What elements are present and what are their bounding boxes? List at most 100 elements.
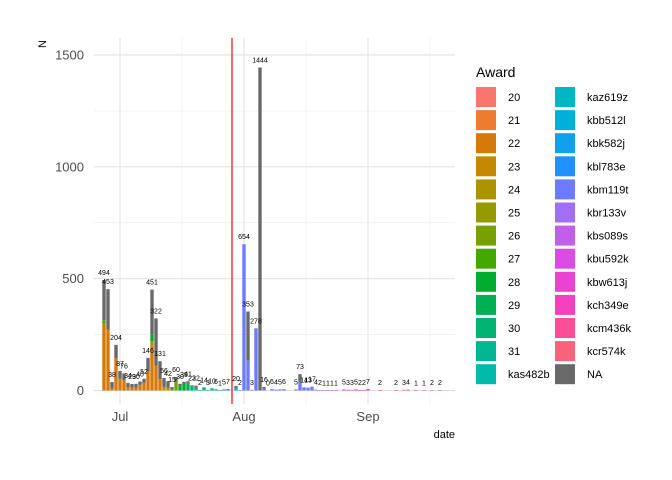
x-axis-ticks: Jul Aug Sep [112, 409, 380, 424]
legend-swatch [555, 248, 575, 269]
bar-label: 5 [222, 379, 226, 386]
bar-stack [422, 390, 426, 391]
bar-label: 4 [406, 380, 410, 387]
legend-swatch [555, 271, 575, 292]
bar-segment-NA [130, 384, 134, 388]
bar-label: 40 [136, 372, 144, 379]
bar-stack [106, 289, 110, 391]
bar-segment-kch349e [366, 388, 370, 391]
legend-item: kbu592k [555, 248, 629, 269]
bar-stack [330, 390, 334, 391]
legend-item: kbk582j [555, 133, 625, 154]
legend-label: 25 [508, 208, 520, 220]
bar-segment-29 [186, 383, 190, 391]
legend-swatch [555, 156, 575, 177]
bar-label: 453 [102, 279, 114, 286]
legend-swatch [476, 156, 496, 177]
bar-segment-kbs089s [330, 390, 334, 391]
bar-segment-kbr133v [314, 389, 318, 391]
bar-label: 451 [146, 280, 158, 287]
bar-label: 2 [394, 380, 398, 387]
bar-stack [190, 385, 194, 391]
bar-label: 29 [128, 374, 136, 381]
bar-segment-kbm119t [242, 244, 246, 391]
legend-label: kcr574k [587, 346, 626, 358]
bar-segment-NA [138, 381, 142, 385]
bar-segment-22 [102, 323, 106, 391]
legend-item: kbm119t [555, 179, 628, 200]
legend-swatch [555, 179, 575, 200]
bar-label: 5 [354, 379, 358, 386]
bar-label: 1 [414, 380, 418, 387]
legend-item: kbs089s [555, 225, 628, 246]
bar-label: 146 [142, 348, 154, 355]
legend-swatch [476, 202, 496, 223]
bar-stack [278, 389, 282, 391]
bar-label: 1 [218, 380, 222, 387]
bar-segment-22 [158, 379, 162, 391]
legend-label: kbb512l [587, 115, 626, 127]
bar-stack [102, 280, 106, 391]
legend-swatch [476, 133, 496, 154]
bar-stack [126, 382, 130, 391]
legend-label: 20 [508, 92, 520, 104]
bar-label: 73 [296, 364, 304, 371]
bar-stack [438, 390, 442, 391]
bar-segment-kcr574k [414, 390, 418, 391]
bar-label: 6 [282, 379, 286, 386]
bar-segment-22 [138, 384, 142, 391]
bar-stack [270, 389, 274, 391]
bar-stack [346, 389, 350, 391]
bar-segment-NA [122, 373, 126, 381]
bar-segment-kbm119t [298, 381, 302, 391]
bar-segment-23 [162, 386, 166, 391]
bar-segment-NA [246, 311, 250, 361]
bar-stack [122, 373, 126, 391]
legend-label: 26 [508, 231, 520, 243]
bar-stack [406, 389, 410, 391]
bar-segment-NA [182, 381, 186, 385]
bar-label: 30 [176, 374, 184, 381]
bar-segment-kbm119t [254, 328, 258, 391]
bar-segment-kbw613j [354, 389, 358, 391]
bar-stack [146, 357, 150, 391]
bar-segment-22 [134, 387, 138, 391]
legend-swatch [476, 318, 496, 338]
bar-segment-kbm119t [250, 389, 254, 391]
bar-segment-22 [154, 365, 158, 391]
bar-stack [226, 388, 230, 391]
bar-stack [414, 390, 418, 391]
bar-label: 3 [402, 380, 406, 387]
legend-label: 27 [508, 254, 520, 266]
bar-label: 7 [366, 379, 370, 386]
bar-label: 2 [362, 380, 366, 387]
legend-swatch [476, 87, 496, 107]
bar-label: 76 [120, 364, 128, 371]
legend-item: 20 [476, 87, 520, 107]
legend-label: kbr133v [587, 208, 627, 220]
bar-segment-kbm119t [238, 390, 242, 391]
legend-label: kbl783e [587, 161, 626, 173]
bar-stack [378, 390, 382, 391]
bar-segment-26 [174, 381, 178, 391]
legend-swatch [555, 318, 575, 338]
bar-segment-kcm436k [378, 390, 382, 391]
bar-segment-kbm119t [282, 389, 286, 391]
bar-label: 1 [330, 380, 334, 387]
bar-segment-22 [106, 329, 110, 391]
bar-stack [250, 389, 254, 391]
legend-swatch [555, 294, 575, 315]
legend-label: 21 [508, 115, 520, 127]
legend-label: 30 [508, 323, 520, 335]
legend-label: kbw613j [587, 277, 627, 289]
bar-segment-kbm119t [274, 389, 278, 391]
bar-stack [334, 390, 338, 391]
bar-segment-NA [298, 374, 302, 382]
legend-label: 31 [508, 346, 520, 358]
bar-label: 14 [200, 377, 208, 384]
legend-swatch [476, 110, 496, 131]
bar-segment-kbm119t [306, 387, 310, 391]
legend-swatch [555, 225, 575, 246]
bar-label: 2 [358, 380, 362, 387]
